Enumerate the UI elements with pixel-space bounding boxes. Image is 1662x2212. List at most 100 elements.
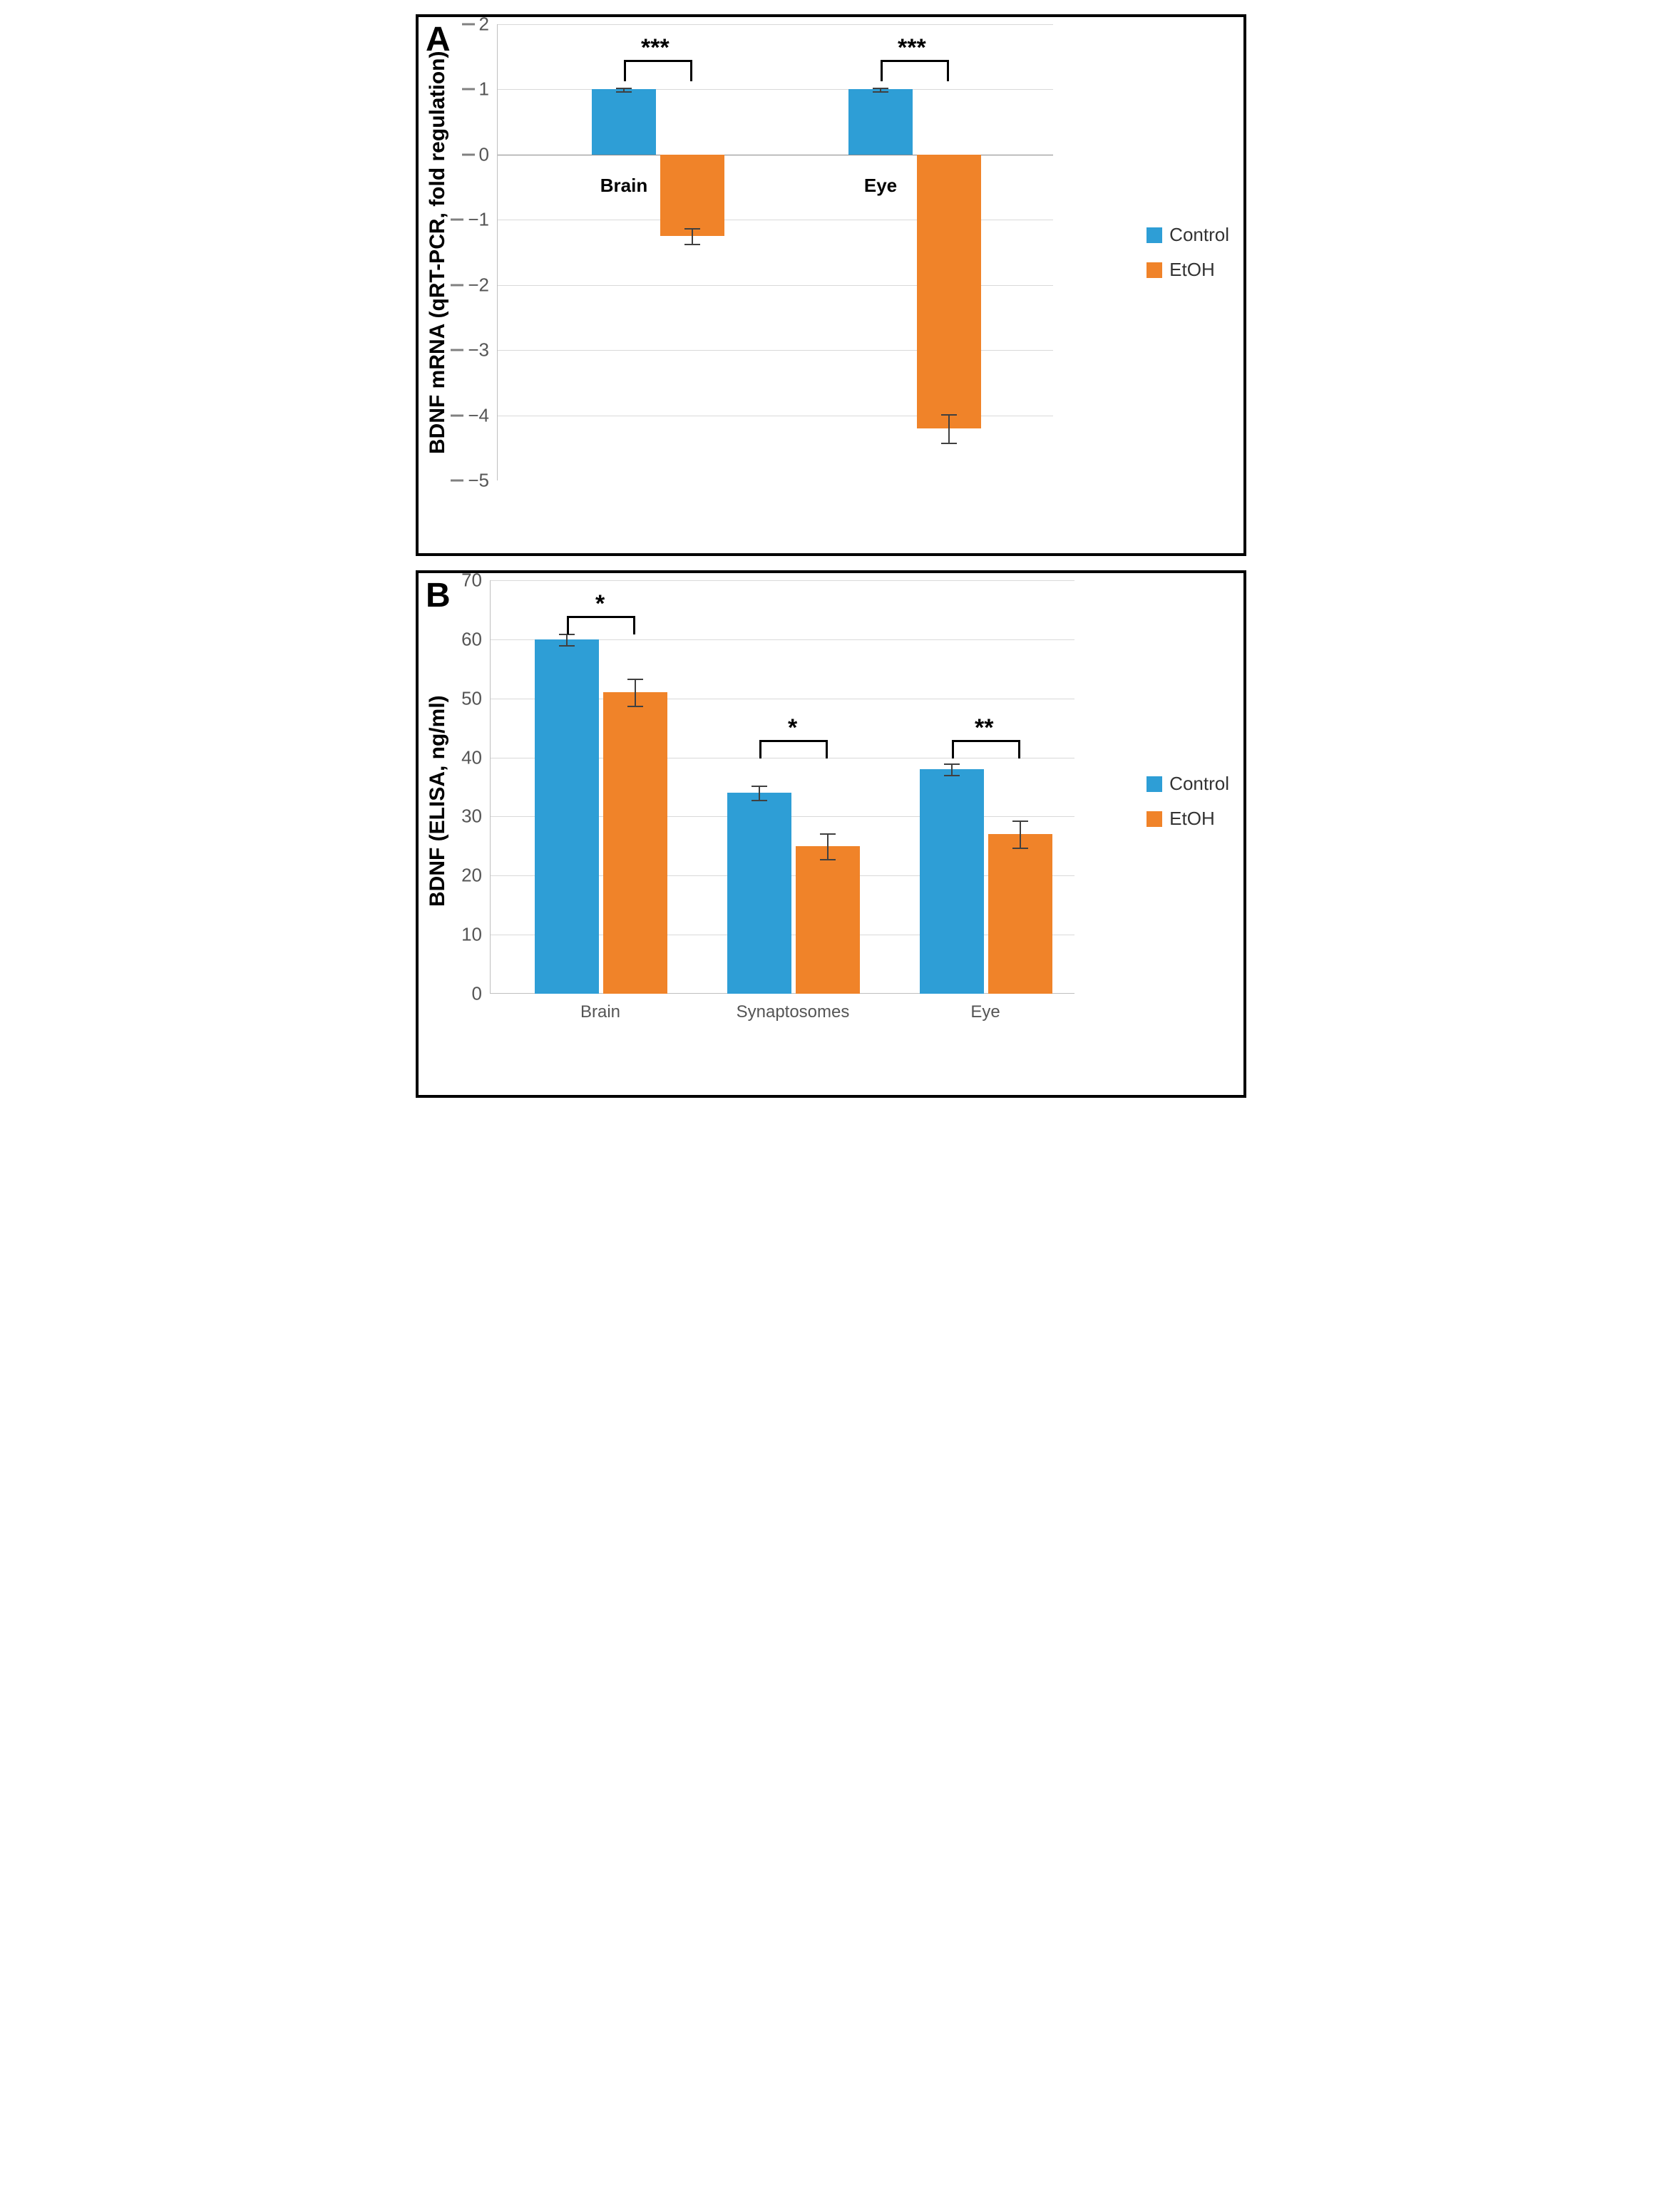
bar <box>796 846 860 994</box>
tick-mark <box>451 349 463 351</box>
error-cap <box>820 833 836 835</box>
x-category-label: Synaptosomes <box>737 1002 850 1022</box>
y-tick-label: 60 <box>461 628 482 650</box>
y-tick: −5 <box>451 470 489 492</box>
error-cap <box>941 414 957 416</box>
error-cap <box>944 763 960 765</box>
panel-a-plot-wrap: 210−1−2−3−4−5******BrainEye <box>454 24 1127 480</box>
legend-swatch <box>1147 262 1162 278</box>
x-category-label: Eye <box>864 175 897 197</box>
y-tick-label: 20 <box>461 865 482 887</box>
error-cap <box>820 859 836 860</box>
bar <box>917 155 981 428</box>
y-tick-label: −1 <box>468 209 489 231</box>
panel-b-plot-wrap: 706050403020100**** BrainSynaptosomesEye <box>454 580 1127 1022</box>
error-cap <box>627 706 643 707</box>
error-bar <box>948 414 950 443</box>
y-tick: 2 <box>462 14 489 36</box>
significance-bracket <box>567 616 635 634</box>
panel-b-y-label: BDNF (ELISA, ng/ml) <box>426 595 450 1008</box>
legend-item: Control <box>1147 773 1229 795</box>
y-tick: −1 <box>451 209 489 231</box>
bar <box>603 692 667 994</box>
significance-label: *** <box>898 34 926 62</box>
panel-b-legend: Control EtOH <box>1147 760 1229 843</box>
figure: A BDNF mRNA (qRT-PCR, fold regulation) 2… <box>416 14 1246 1098</box>
y-tick: −4 <box>451 404 489 426</box>
significance-label: * <box>595 590 605 618</box>
panel-a-plot-area: 210−1−2−3−4−5******BrainEye <box>497 24 1053 480</box>
x-category-label: Eye <box>970 1002 1000 1022</box>
error-cap <box>941 443 957 444</box>
bar <box>727 793 791 994</box>
error-cap <box>873 91 888 93</box>
error-bar <box>566 634 568 646</box>
legend-item: Control <box>1147 224 1229 246</box>
panel-a-legend: Control EtOH <box>1147 211 1229 294</box>
significance-label: *** <box>641 34 670 62</box>
y-tick: 30 <box>461 806 482 828</box>
tick-mark <box>462 153 475 155</box>
y-tick-label: 2 <box>479 14 489 36</box>
y-tick: 70 <box>461 570 482 592</box>
y-tick-label: −3 <box>468 339 489 361</box>
gridline <box>498 24 1053 25</box>
significance-bracket <box>881 60 949 81</box>
error-cap <box>684 244 700 245</box>
y-tick: 0 <box>472 983 482 1005</box>
bar <box>988 834 1052 994</box>
error-cap <box>873 88 888 89</box>
tick-mark <box>451 219 463 221</box>
bar <box>592 89 656 154</box>
panel-a: A BDNF mRNA (qRT-PCR, fold regulation) 2… <box>416 14 1246 556</box>
panel-b-plot-area: 706050403020100**** <box>490 580 1074 994</box>
significance-bracket <box>624 60 692 81</box>
gridline <box>498 89 1053 90</box>
legend-swatch <box>1147 776 1162 792</box>
error-cap <box>627 679 643 680</box>
legend-label: Control <box>1169 773 1229 795</box>
tick-mark <box>451 414 463 416</box>
error-cap <box>1012 821 1028 822</box>
error-cap <box>616 88 632 89</box>
y-tick: 50 <box>461 687 482 709</box>
bar <box>848 89 913 154</box>
y-tick: 10 <box>461 924 482 946</box>
tick-mark <box>451 480 463 482</box>
x-category-label: Brain <box>600 175 647 197</box>
y-tick-label: 40 <box>461 746 482 768</box>
y-tick: 60 <box>461 628 482 650</box>
legend-swatch <box>1147 811 1162 827</box>
significance-label: * <box>788 714 797 742</box>
y-tick-label: 10 <box>461 924 482 946</box>
panel-a-y-label: BDNF mRNA (qRT-PCR, fold regulation) <box>426 24 450 480</box>
significance-bracket <box>759 740 828 758</box>
panel-b: B BDNF (ELISA, ng/ml) 706050403020100***… <box>416 570 1246 1098</box>
y-tick: 1 <box>462 78 489 101</box>
error-bar <box>951 763 953 776</box>
legend-swatch <box>1147 227 1162 243</box>
error-cap <box>752 800 767 801</box>
error-cap <box>752 786 767 787</box>
y-tick-label: −5 <box>468 470 489 492</box>
panel-b-chart-row: BDNF (ELISA, ng/ml) 706050403020100**** … <box>419 573 1243 1065</box>
legend-label: Control <box>1169 224 1229 246</box>
error-bar <box>759 786 760 800</box>
y-tick-label: 1 <box>479 78 489 101</box>
gridline <box>491 580 1074 581</box>
error-cap <box>616 91 632 93</box>
y-tick-label: 70 <box>461 570 482 592</box>
bar <box>535 639 599 994</box>
x-category-label: Brain <box>580 1002 620 1022</box>
legend-item: EtOH <box>1147 259 1229 281</box>
tick-mark <box>462 88 475 91</box>
tick-mark <box>462 24 475 26</box>
bar <box>920 769 984 994</box>
error-bar <box>827 833 829 859</box>
y-tick-label: 50 <box>461 687 482 709</box>
significance-label: ** <box>975 714 993 742</box>
error-bar <box>635 679 636 706</box>
error-cap <box>1012 848 1028 849</box>
y-tick-label: −2 <box>468 274 489 296</box>
legend-item: EtOH <box>1147 808 1229 830</box>
